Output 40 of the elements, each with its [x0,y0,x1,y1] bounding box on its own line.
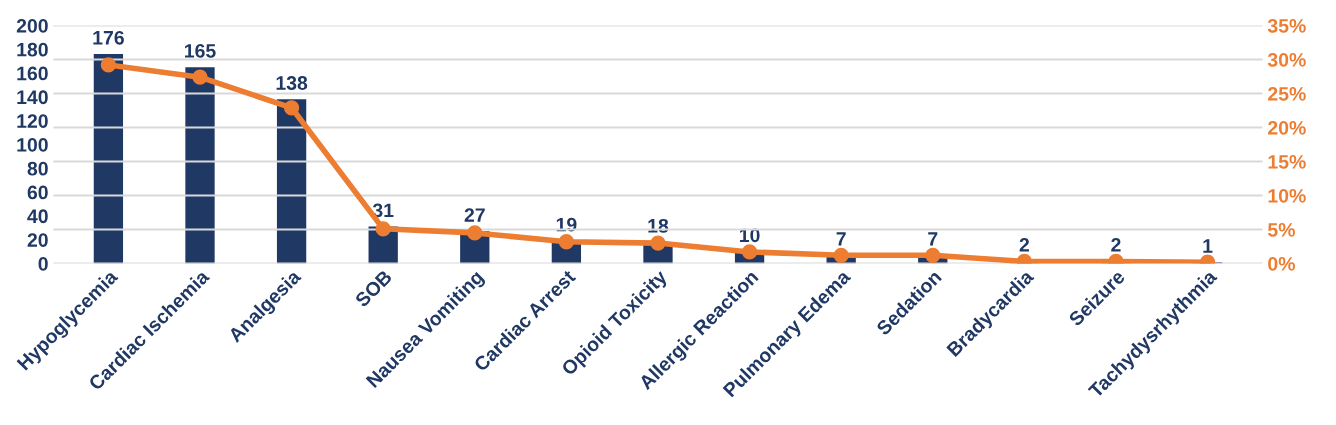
y-tick-label: 20 [27,233,48,247]
y-tick-label: 140 [17,90,48,105]
data-label: 27 [464,208,485,222]
y-tick-label: 200 [16,18,48,33]
data-label: 1 [1203,239,1213,253]
point [741,244,758,260]
data-label: 138 [276,76,308,90]
point [925,247,941,263]
data-label: 176 [93,30,124,45]
point [375,221,391,237]
data-label: 2 [1111,237,1121,252]
y-tick-label: 60 [27,185,48,200]
y-tick-label: 40 [27,209,48,224]
y-tick-label: 120 [17,114,48,128]
point [100,57,117,73]
point [650,235,666,251]
y-tick-label: 180 [17,42,48,57]
y2-tick-label: 30% [1267,52,1306,67]
y2-tick-label: 0% [1268,256,1295,271]
y-tick-label: 160 [17,66,48,81]
y2-tick-label: 5% [1267,223,1295,237]
data-label: 165 [185,43,216,58]
point [283,100,300,116]
bar [93,54,124,264]
data-label: 7 [836,232,846,246]
data-label: 7 [928,232,938,246]
y-tick-label: 80 [27,161,48,176]
point [833,247,849,263]
y2-tick-label: 10% [1268,188,1306,203]
data-label: 2 [1019,237,1029,252]
y-tick-label: 0 [38,256,48,271]
point [558,234,575,250]
y2-tick-label: 20% [1268,120,1306,135]
point [467,225,483,241]
y2-tick-label: 15% [1268,155,1306,169]
y-tick-label: 100 [17,137,48,152]
point [192,69,208,85]
y2-tick-label: 25% [1268,86,1306,101]
y2-tick-label: 35% [1267,18,1306,33]
bar [185,67,215,264]
